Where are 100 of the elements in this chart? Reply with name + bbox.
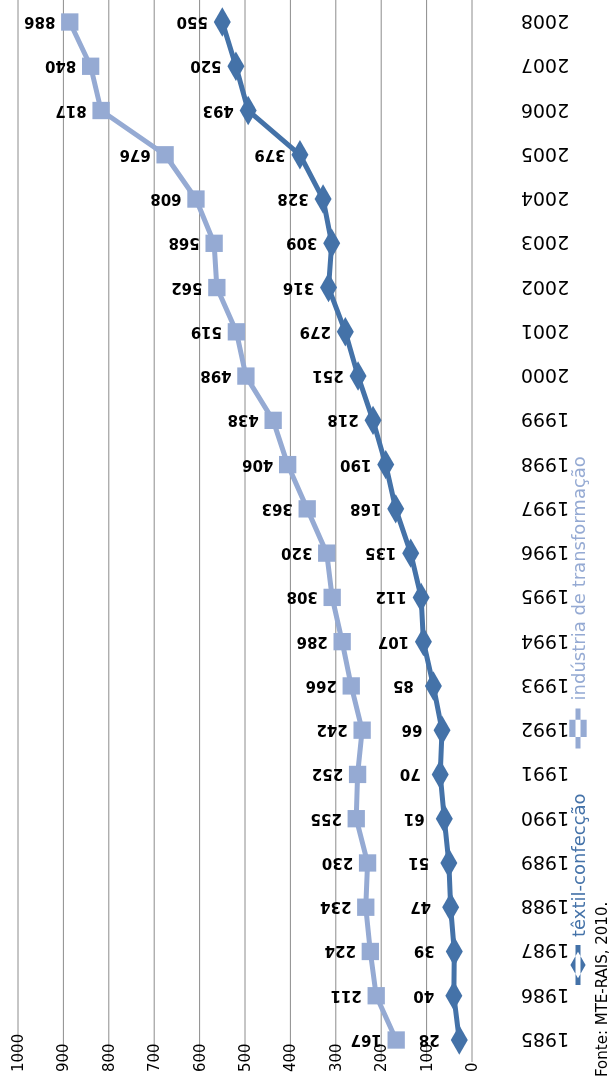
y-tick-label: 2003 (520, 232, 570, 255)
point (323, 588, 341, 607)
data-label: 568 (168, 234, 200, 253)
y-tick-label: 2001 (520, 320, 570, 343)
y-tick-label: 2005 (520, 143, 570, 166)
data-label: 406 (242, 455, 274, 474)
data-label: 550 (176, 13, 208, 31)
y-tick-label: 2007 (520, 55, 570, 78)
data-label: 168 (350, 499, 382, 518)
point (358, 854, 377, 872)
data-label: 190 (340, 455, 372, 474)
point (342, 677, 360, 695)
point (387, 1031, 405, 1049)
data-label: 520 (190, 57, 222, 76)
x-tick-label: 600 (190, 1043, 209, 1072)
y-tick-label: 1991 (520, 763, 570, 786)
data-label: 234 (320, 898, 352, 917)
point (205, 234, 223, 252)
x-tick-label: 500 (236, 1043, 254, 1072)
data-label: 608 (150, 190, 182, 209)
data-label: 66 (401, 721, 423, 740)
point (279, 455, 297, 474)
y-tick-label: 1996 (520, 542, 570, 565)
point (264, 411, 282, 430)
x-tick-label: 0 (463, 1062, 481, 1072)
x-tick-label: 300 (326, 1043, 345, 1072)
point (156, 146, 174, 164)
y-tick-label: 1989 (520, 851, 570, 874)
data-label: 320 (281, 544, 313, 563)
point (237, 367, 255, 385)
data-label: 379 (254, 145, 286, 164)
data-label: 308 (286, 588, 318, 607)
data-label: 840 (44, 57, 77, 76)
point (318, 544, 336, 562)
y-tick-label: 2006 (520, 99, 570, 122)
data-label: 61 (403, 809, 425, 828)
data-label: 438 (227, 411, 259, 430)
data-label: 40 (413, 986, 435, 1005)
data-label: 211 (330, 986, 362, 1005)
data-label: 286 (296, 632, 328, 651)
y-tick-label: 2004 (520, 188, 570, 211)
point (61, 13, 79, 31)
y-tick-label: 1992 (520, 719, 570, 742)
data-label: 279 (299, 322, 331, 341)
data-label: 255 (310, 809, 342, 828)
point (357, 898, 375, 916)
point (333, 632, 351, 651)
x-tick-label: 1000 (9, 1033, 27, 1072)
point (353, 721, 371, 739)
data-label: 107 (377, 632, 410, 651)
text: indústria de transformação (568, 456, 589, 701)
y-tick-label: 1990 (520, 807, 570, 830)
source-note: Fonte: MTE-RAIS, 2010. (593, 901, 611, 1077)
data-label: 224 (324, 942, 356, 961)
data-label: 252 (311, 765, 344, 784)
data-label: 251 (312, 367, 344, 386)
point (92, 101, 110, 120)
y-tick-label: 2002 (520, 276, 570, 299)
point (208, 278, 226, 297)
data-label: 316 (282, 278, 315, 297)
point (227, 323, 246, 341)
data-label: 562 (171, 278, 203, 297)
point (81, 57, 100, 75)
data-label: 817 (55, 101, 87, 120)
y-tick-label: 1993 (520, 674, 570, 697)
y-tick-label: 2000 (520, 365, 570, 388)
y-tick-label: 1998 (520, 453, 570, 476)
data-label: 39 (413, 942, 435, 961)
point (347, 810, 365, 828)
point (367, 987, 385, 1005)
data-label: 309 (286, 234, 318, 253)
text: têxtil-confecção (568, 793, 589, 937)
y-tick-label: 1997 (520, 497, 570, 520)
data-label: 135 (365, 544, 397, 563)
point (187, 190, 205, 208)
data-label: 519 (190, 322, 223, 341)
y-tick-label: 1994 (520, 630, 570, 653)
x-tick-label: 900 (54, 1043, 73, 1072)
y-tick-label: 1988 (520, 896, 570, 919)
data-label: 51 (408, 853, 430, 872)
y-tick-label: 1986 (520, 984, 570, 1007)
y-tick-label: 1985 (520, 1029, 570, 1051)
data-label: 112 (375, 588, 407, 607)
x-tick-label: 800 (99, 1043, 118, 1072)
data-label: 85 (392, 676, 414, 695)
data-label: 47 (410, 898, 432, 917)
data-label: 493 (202, 101, 234, 120)
y-tick-label: 1999 (520, 409, 570, 432)
data-label: 498 (200, 367, 232, 386)
data-label: 328 (277, 190, 309, 209)
data-label: 363 (261, 499, 293, 518)
point (348, 765, 367, 784)
data-label: 218 (327, 411, 359, 430)
y-tick-label: 2008 (520, 11, 570, 33)
y-tick-label: 1995 (520, 586, 570, 609)
data-label: 266 (305, 676, 337, 695)
data-label: 676 (119, 145, 151, 164)
x-tick-label: 400 (281, 1043, 300, 1072)
data-label: 230 (321, 853, 354, 872)
point (361, 942, 379, 961)
